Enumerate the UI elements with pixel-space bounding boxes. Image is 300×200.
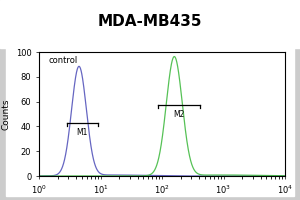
Text: M1: M1 bbox=[76, 128, 88, 137]
Text: MDA-MB435: MDA-MB435 bbox=[98, 14, 202, 29]
Text: M2: M2 bbox=[173, 110, 185, 119]
Y-axis label: Counts: Counts bbox=[1, 98, 10, 130]
Text: control: control bbox=[49, 56, 78, 65]
